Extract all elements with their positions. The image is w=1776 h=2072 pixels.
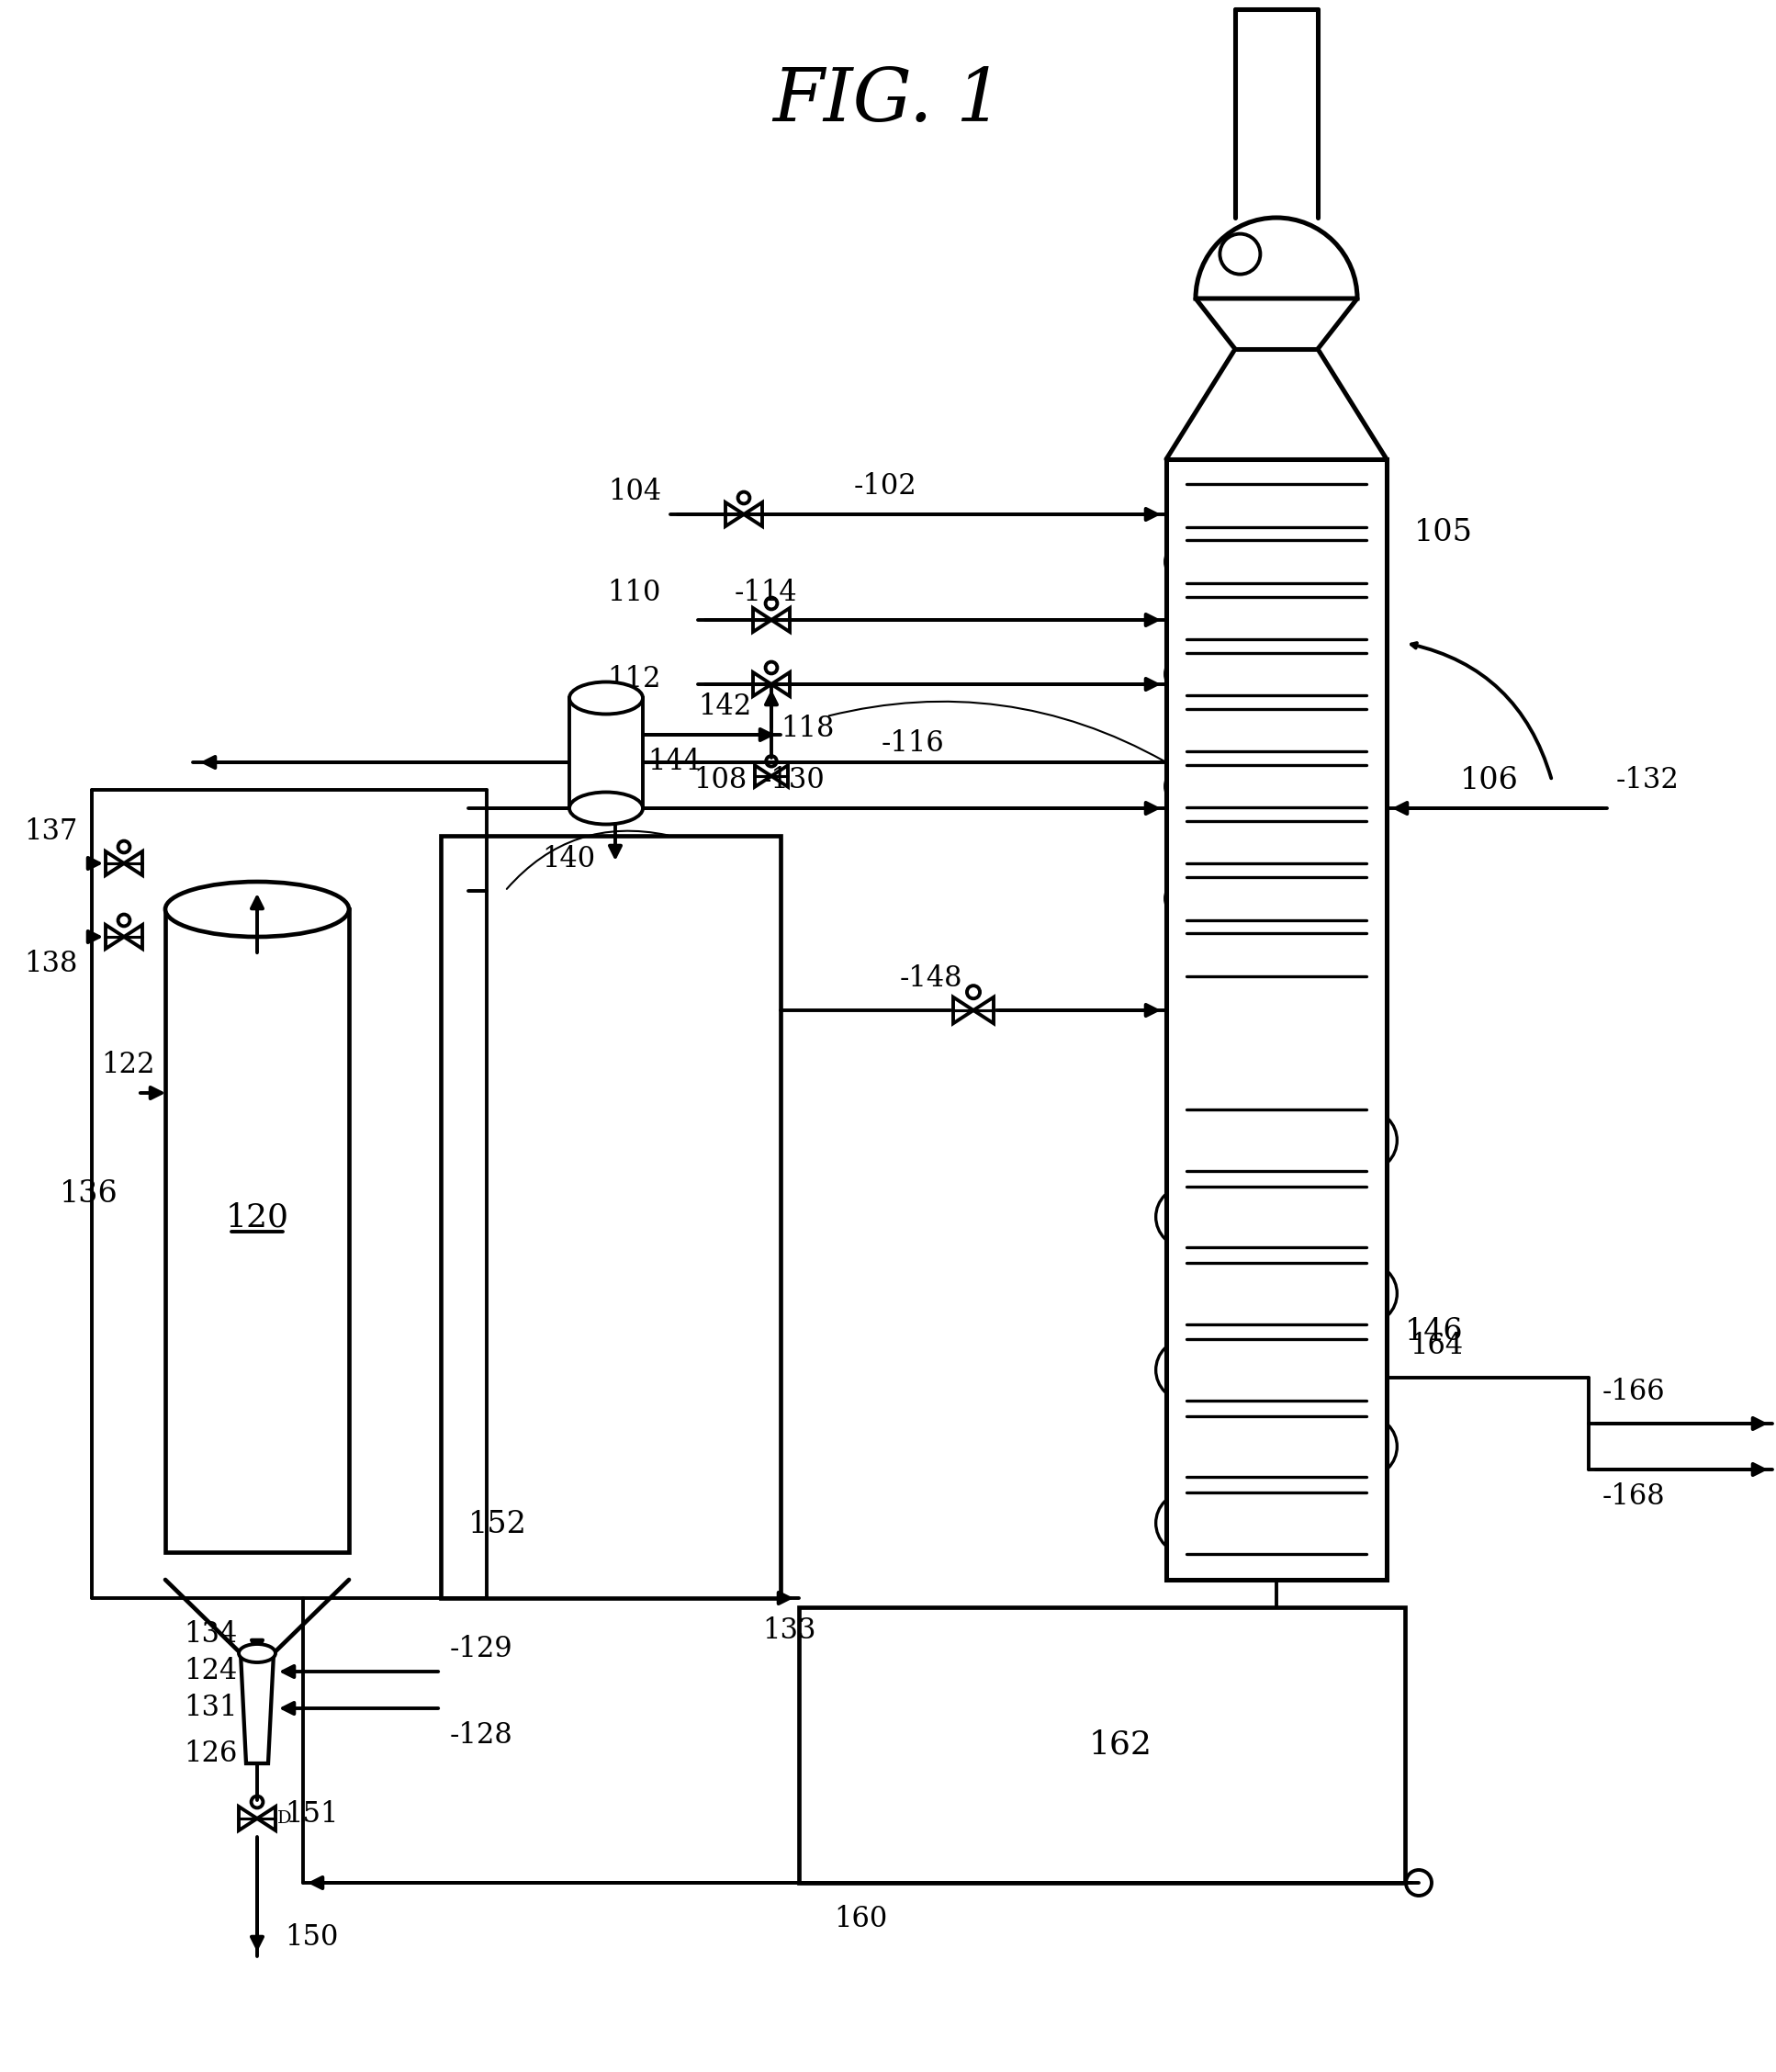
Text: 126: 126 [183,1740,238,1769]
Bar [1167,460,1387,1579]
Text: 118: 118 [781,715,835,744]
Wedge shape [1195,218,1357,298]
Text: 160: 160 [833,1906,888,1933]
Text: -130: -130 [762,767,826,796]
Text: 108: 108 [693,767,748,796]
Text: -102: -102 [854,472,916,501]
Bar [440,835,781,1598]
Text: D: D [277,1811,291,1828]
Bar [165,910,348,1552]
Ellipse shape [238,1643,275,1662]
Ellipse shape [165,883,348,937]
Text: 137: 137 [25,816,78,845]
Text: -168: -168 [1602,1484,1666,1510]
Text: -166: -166 [1602,1378,1666,1405]
Text: -148: -148 [900,963,963,992]
Text: -116: -116 [881,729,945,758]
Text: 162: 162 [1089,1730,1153,1761]
Bar [570,698,643,808]
Text: 142: 142 [698,692,751,721]
Bar [799,1608,1405,1883]
Text: 151: 151 [284,1801,339,1828]
Text: -128: -128 [449,1722,513,1751]
Text: 105: 105 [1414,518,1472,547]
Text: 138: 138 [25,951,78,978]
Ellipse shape [570,682,643,715]
Text: FIG. 1: FIG. 1 [773,66,1003,137]
Text: 146: 146 [1405,1318,1463,1347]
Text: 110: 110 [607,578,661,607]
Text: 136: 136 [60,1179,119,1208]
Text: -114: -114 [735,578,797,607]
Text: 122: 122 [101,1051,155,1080]
Text: -132: -132 [1616,767,1680,796]
Text: 104: 104 [607,477,661,506]
Text: 112: 112 [607,665,661,694]
Text: 133: 133 [764,1616,817,1645]
Text: -129: -129 [449,1635,513,1664]
Text: 124: 124 [183,1658,238,1687]
Text: 106: 106 [1460,767,1518,796]
Text: 150: 150 [284,1923,337,1952]
Text: 120: 120 [226,1202,289,1233]
Text: 152: 152 [469,1510,527,1539]
Text: 164: 164 [1410,1332,1463,1359]
Text: 134: 134 [183,1620,238,1649]
Text: 131: 131 [183,1695,238,1722]
Ellipse shape [570,792,643,825]
Text: 140: 140 [542,845,595,872]
Text: 144: 144 [648,748,702,777]
